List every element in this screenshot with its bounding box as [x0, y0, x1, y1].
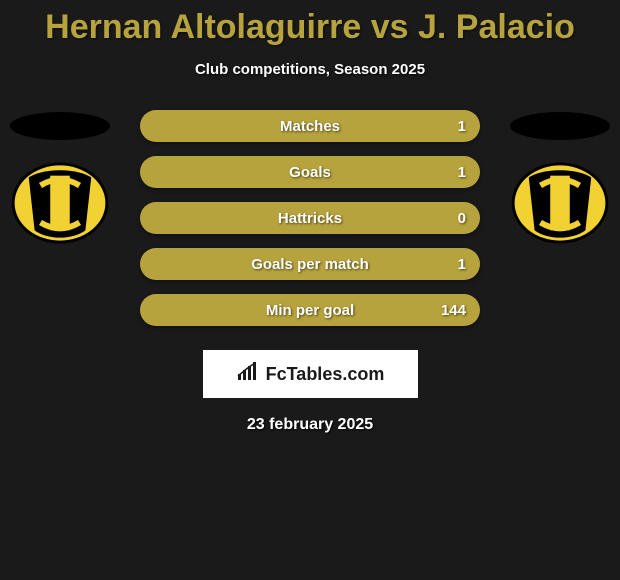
stat-label: Min per goal	[140, 302, 480, 319]
right-club-logo	[511, 162, 609, 244]
subtitle: Club competitions, Season 2025	[0, 61, 620, 78]
stat-row-matches: Matches 1	[140, 110, 480, 142]
stat-label: Goals	[140, 164, 480, 181]
bar-chart-icon	[236, 362, 260, 387]
player-base-icon	[510, 112, 610, 140]
brand-box[interactable]: FcTables.com	[203, 350, 418, 398]
right-player-column	[500, 108, 620, 244]
stat-right-value: 1	[458, 256, 466, 273]
stat-right-value: 144	[441, 302, 466, 319]
stat-row-hattricks: Hattricks 0	[140, 202, 480, 234]
stat-right-value: 1	[458, 164, 466, 181]
stat-label: Matches	[140, 118, 480, 135]
stat-rows: Matches 1 Goals 1 Hattricks 0 Goals per …	[140, 108, 480, 326]
left-club-logo	[11, 162, 109, 244]
stat-right-value: 0	[458, 210, 466, 227]
comparison-panel: Matches 1 Goals 1 Hattricks 0 Goals per …	[0, 108, 620, 434]
stat-row-goals: Goals 1	[140, 156, 480, 188]
player-base-icon	[10, 112, 110, 140]
stat-row-goals-per-match: Goals per match 1	[140, 248, 480, 280]
left-player-column	[0, 108, 120, 244]
stat-label: Goals per match	[140, 256, 480, 273]
stat-row-min-per-goal: Min per goal 144	[140, 294, 480, 326]
date-label: 23 february 2025	[0, 416, 620, 434]
stat-label: Hattricks	[140, 210, 480, 227]
stat-right-value: 1	[458, 118, 466, 135]
brand-label: FcTables.com	[266, 364, 385, 385]
page-title: Hernan Altolaguirre vs J. Palacio	[0, 0, 620, 47]
